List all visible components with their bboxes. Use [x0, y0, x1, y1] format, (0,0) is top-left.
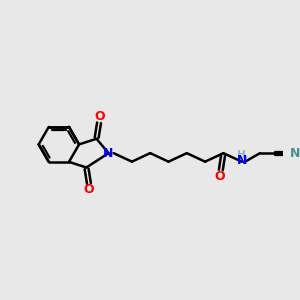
Text: H: H: [237, 151, 246, 160]
Text: N: N: [236, 154, 247, 167]
Text: O: O: [94, 110, 105, 123]
Text: N: N: [103, 147, 114, 160]
Text: O: O: [84, 183, 94, 196]
Text: O: O: [214, 170, 224, 183]
Text: N: N: [290, 147, 300, 160]
